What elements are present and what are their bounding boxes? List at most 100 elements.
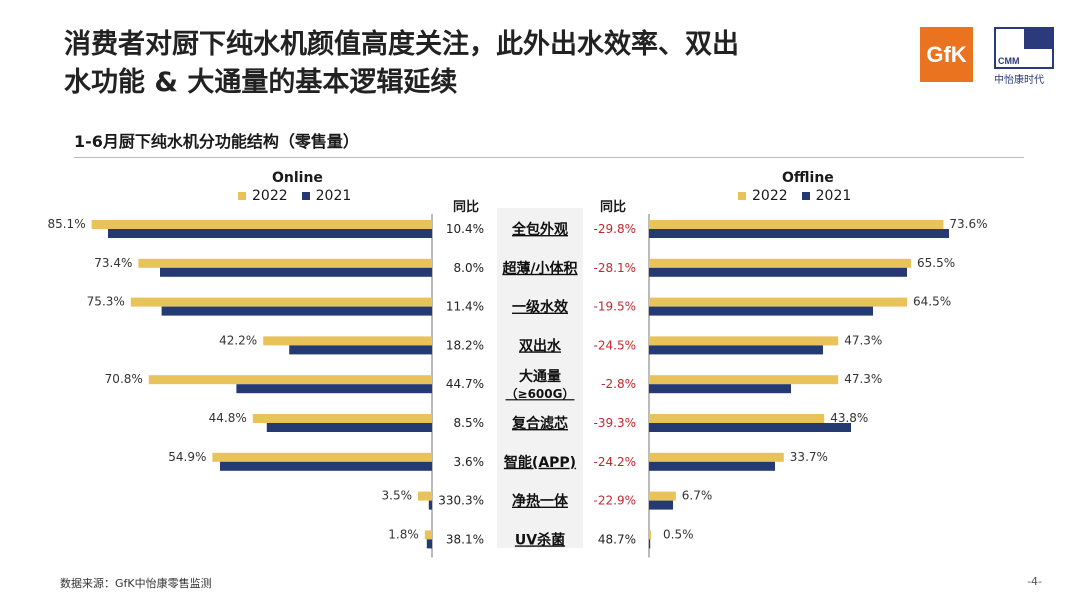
gfk-logo: GfK [920, 27, 973, 82]
cmm-logo: CMM 中怡康时代 [994, 27, 1054, 87]
online-value-label: 54.9% [168, 450, 206, 464]
legend-2022-label: 2022 [252, 188, 288, 204]
legend-2021-swatch [801, 192, 810, 200]
online-bar-2022 [263, 336, 432, 346]
offline-bar-2021 [649, 461, 775, 471]
online-bar-2022 [252, 414, 432, 423]
online-bar-2021 [266, 423, 432, 432]
online-value-label: 44.8% [209, 411, 247, 425]
offline-bar-2022 [649, 297, 907, 307]
offline-value-label: 47.3% [844, 333, 882, 347]
online-value-label: 85.1% [47, 217, 85, 231]
cmm-logo-text: CMM [998, 56, 1020, 66]
offline-bar-2021 [649, 539, 651, 549]
category-column-bg [497, 208, 583, 548]
online-bar-2022 [91, 220, 432, 229]
offline-value-label: 47.3% [844, 372, 882, 386]
online-yoy-value: 8.5% [454, 416, 485, 430]
offline-bar-2022 [649, 336, 839, 346]
online-yoy-value: 330.3% [438, 494, 484, 508]
offline-bar-2022 [649, 414, 825, 423]
online-bar-2021 [161, 306, 432, 316]
offline-value-label: 65.5% [917, 256, 955, 270]
category-label-sub: （≥600G） [506, 386, 575, 401]
online-bar-2022 [418, 491, 432, 501]
category-label: 复合滤芯 [511, 415, 568, 432]
title-line-2: 水功能 & 大通量的基本逻辑延续 [64, 67, 458, 98]
online-bar-2021 [426, 539, 432, 549]
online-bar-2022 [424, 530, 432, 540]
online-yoy-value: 10.4% [446, 222, 484, 236]
offline-bar-2021 [649, 229, 949, 238]
cmm-logo-mark: CMM [994, 27, 1054, 69]
cmm-logo-cn: 中怡康时代 [994, 75, 1044, 86]
chart-title: 1-6月厨下纯水机分功能结构（零售量） [74, 132, 359, 151]
legend-2022-swatch [238, 192, 246, 200]
online-yoy-value: 18.2% [446, 338, 484, 352]
online-yoy-value: 11.4% [446, 300, 484, 314]
online-yoy-header: 同比 [453, 200, 480, 215]
offline-bar-2021 [649, 267, 907, 277]
title-divider [74, 157, 1024, 158]
online-value-label: 75.3% [87, 295, 125, 309]
data-source-note: 数据来源：GfK中怡康零售监测 [60, 577, 212, 590]
category-label: 大通量 [519, 368, 561, 385]
online-panel-title: Online [272, 170, 323, 186]
category-label: 双出水 [519, 337, 562, 354]
online-bar-2021 [220, 461, 432, 471]
legend-2022-swatch [738, 192, 746, 200]
offline-yoy-value: -24.5% [594, 338, 636, 352]
offline-bar-2022 [649, 530, 651, 540]
online-bar-2021 [236, 384, 432, 394]
legend-2022-label: 2022 [752, 188, 788, 204]
online-value-label: 42.2% [219, 333, 257, 347]
category-label: 净热一体 [512, 493, 569, 510]
online-value-label: 70.8% [105, 372, 143, 386]
legend-2021-label: 2021 [315, 188, 352, 204]
online-value-label: 1.8% [388, 527, 419, 541]
offline-value-label: 64.5% [913, 295, 951, 309]
offline-bar-2021 [649, 345, 823, 355]
online-legend: 2022 2021 [238, 188, 351, 204]
online-bar-2022 [148, 375, 433, 385]
online-bar-2021 [108, 229, 432, 238]
offline-bar-2022 [649, 258, 911, 268]
offline-bar-2022 [649, 375, 839, 385]
offline-bar-2021 [649, 500, 673, 510]
offline-bar-2022 [649, 452, 784, 462]
legend-2021-label: 2021 [815, 188, 852, 204]
online-bar-2021 [428, 500, 432, 510]
offline-value-label: 43.8% [830, 411, 868, 425]
offline-bar-2021 [649, 423, 851, 432]
online-bar-2022 [212, 452, 432, 462]
offline-value-label: 0.5% [663, 527, 694, 541]
online-bar-2022 [130, 297, 433, 307]
online-yoy-value: 38.1% [446, 532, 484, 546]
offline-panel-title: Offline [782, 170, 834, 186]
online-bar-2022 [138, 258, 432, 268]
offline-yoy-value: -2.8% [601, 377, 636, 391]
offline-yoy-value: -19.5% [594, 300, 636, 314]
online-yoy-value: 8.0% [454, 261, 485, 275]
offline-yoy-value: -24.2% [594, 455, 636, 469]
offline-value-label: 73.6% [949, 217, 987, 231]
offline-value-label: 33.7% [790, 450, 828, 464]
online-value-label: 3.5% [382, 489, 413, 503]
legend-2021-swatch [301, 192, 310, 200]
offline-bar-2022 [649, 220, 944, 229]
page-number: -4- [1027, 575, 1042, 588]
gfk-logo-text: GfK [926, 41, 967, 67]
offline-yoy-value: 48.7% [598, 532, 636, 546]
category-label: UV杀菌 [515, 531, 565, 548]
offline-yoy-value: -22.9% [594, 494, 636, 508]
offline-yoy-value: -29.8% [594, 222, 636, 236]
offline-yoy-value: -39.3% [594, 416, 636, 430]
offline-bar-2021 [649, 306, 873, 316]
category-label: 一级水效 [512, 299, 569, 316]
offline-legend: 2022 2021 [738, 188, 851, 204]
offline-yoy-value: -28.1% [594, 261, 636, 275]
offline-value-label: 6.7% [682, 489, 713, 503]
online-yoy-value: 44.7% [446, 377, 484, 391]
category-label: 超薄/小体积 [501, 260, 577, 277]
